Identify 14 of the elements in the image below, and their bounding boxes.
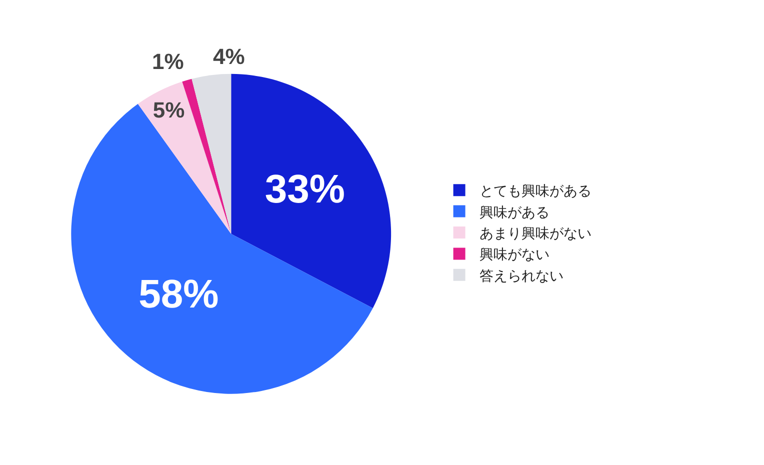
data-label: 5%	[152, 98, 185, 123]
legend-label: 答えられない	[479, 267, 564, 284]
data-label: 4%	[213, 44, 245, 69]
data-label: 58%	[138, 272, 219, 316]
pie-slice	[138, 82, 232, 234]
pie-slice	[71, 104, 373, 394]
data-label: 1%	[152, 49, 184, 74]
pie-slice	[231, 74, 391, 308]
pie-slice	[192, 74, 232, 234]
legend-label: あまり興味がない	[479, 224, 592, 241]
legend-label: 興味がある	[479, 204, 550, 220]
legend-label: 興味がない	[479, 246, 550, 262]
data-label: 33%	[264, 167, 345, 212]
legend-label: とても興味がある	[479, 182, 592, 199]
